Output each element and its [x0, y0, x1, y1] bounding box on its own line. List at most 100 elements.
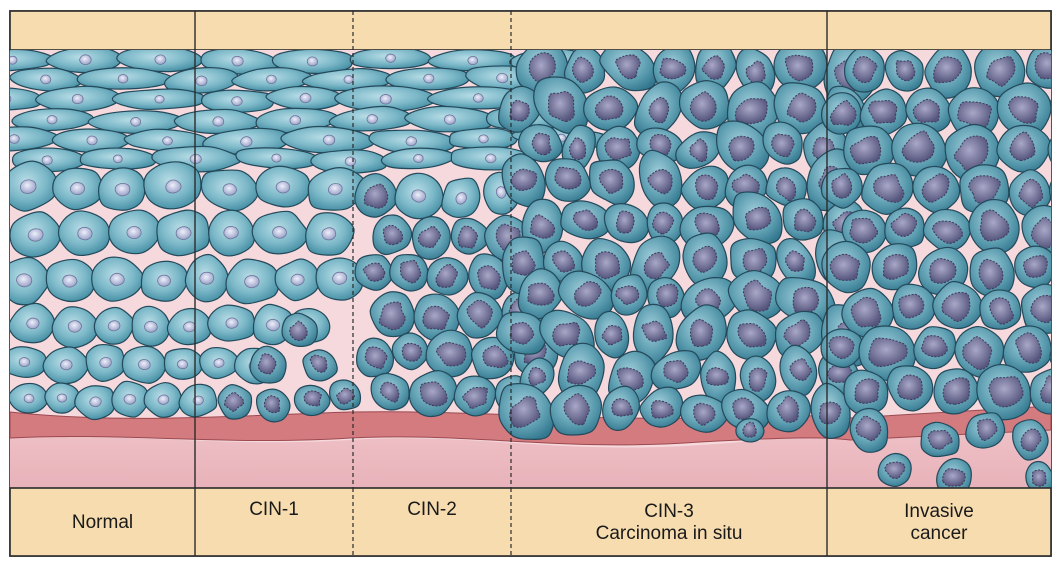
dysplastic-nucleus — [854, 378, 880, 404]
dysplastic-nucleus — [953, 135, 989, 172]
dysplastic-nucleus — [595, 95, 624, 121]
dysplastic-nucleus — [897, 374, 923, 401]
normal-nucleus — [130, 117, 142, 127]
dysplastic-nucleus — [737, 323, 767, 348]
dysplastic-nucleus — [748, 367, 768, 392]
dysplastic-nucleus — [731, 173, 760, 198]
dysplastic-nucleus — [695, 174, 719, 201]
dysplastic-nucleus — [830, 100, 857, 126]
normal-nucleus — [485, 153, 497, 164]
normal-nucleus — [289, 115, 302, 126]
normal-nucleus — [231, 96, 243, 107]
tissue-section — [10, 50, 1061, 488]
dysplastic-nucleus — [942, 377, 970, 405]
dysplastic-nucleus — [849, 217, 879, 244]
dysplastic-nucleus — [477, 265, 501, 291]
dysplastic-nucleus — [786, 92, 817, 123]
dysplastic-nucleus — [615, 285, 640, 305]
normal-nucleus — [40, 74, 52, 85]
normal-nucleus — [322, 134, 336, 146]
stroma — [10, 420, 1051, 488]
dysplastic-nucleus — [775, 176, 797, 202]
dysplastic-nucleus — [1040, 375, 1051, 404]
dysplastic-nucleus — [648, 96, 670, 124]
dysplastic-nucleus — [663, 360, 689, 384]
normal-nucleus — [443, 114, 456, 125]
dysplastic-nucleus — [380, 381, 400, 403]
dysplastic-nucleus — [509, 396, 541, 428]
dysplastic-nucleus — [531, 132, 552, 156]
dysplastic-nucleus — [641, 320, 668, 342]
normal-nucleus — [265, 318, 281, 332]
dysplastic-nucleus — [979, 209, 1010, 242]
normal-nucleus — [366, 114, 379, 124]
stage-label-normal: Normal — [10, 489, 195, 556]
normal-nucleus — [165, 179, 182, 194]
dysplastic-nucleus — [829, 253, 861, 281]
normal-nucleus — [117, 74, 129, 84]
dysplastic-nucleus — [417, 225, 441, 249]
dysplastic-nucleus — [647, 169, 673, 195]
dysplastic-nucleus — [792, 286, 820, 314]
normal-nucleus — [99, 357, 112, 369]
dysplastic-nucleus — [400, 259, 422, 284]
dysplastic-nucleus — [921, 173, 950, 203]
dysplastic-nucleus — [868, 337, 908, 368]
stage-label-cin3: CIN-3 Carcinoma in situ — [511, 489, 827, 556]
normal-nucleus — [112, 154, 123, 164]
normal-nucleus — [10, 134, 20, 144]
dysplastic-nucleus — [530, 214, 556, 239]
dysplastic-nucleus — [527, 282, 555, 306]
normal-nucleus — [192, 395, 204, 406]
dysplastic-nucleus — [1057, 339, 1061, 365]
dysplastic-nucleus — [615, 54, 641, 80]
normal-nucleus — [413, 154, 424, 163]
normal-nucleus — [423, 73, 435, 84]
dysplastic-nucleus — [884, 461, 906, 479]
dysplastic-nucleus — [898, 293, 925, 319]
dysplastic-nucleus — [1018, 178, 1044, 209]
normal-nucleus — [306, 56, 319, 67]
normal-nucleus — [23, 393, 35, 404]
normal-nucleus — [385, 53, 396, 63]
dysplastic-nucleus — [776, 395, 799, 423]
dysplastic-nucleus — [419, 381, 448, 407]
dysplastic-nucleus — [650, 400, 674, 419]
dysplastic-nucleus — [989, 297, 1014, 325]
dysplastic-nucleus — [1057, 138, 1061, 163]
normal-nucleus — [56, 393, 68, 403]
dysplastic-nucleus — [689, 91, 717, 122]
normal-nucleus — [126, 226, 142, 239]
dysplastic-nucleus — [771, 133, 795, 158]
dysplastic-nucleus — [831, 173, 853, 199]
dysplastic-cell — [1049, 181, 1051, 201]
dysplastic-nucleus — [873, 174, 905, 203]
normal-nucleus — [60, 359, 73, 371]
normal-nucleus — [16, 273, 33, 288]
dysplastic-nucleus — [912, 98, 940, 123]
dysplastic-nucleus — [732, 397, 755, 420]
normal-nucleus — [41, 155, 53, 166]
normal-nucleus — [321, 227, 337, 241]
normal-nucleus — [26, 317, 40, 330]
dysplastic-nucleus — [1015, 332, 1042, 364]
normal-nucleus — [455, 192, 467, 205]
normal-nucleus — [327, 183, 343, 196]
normal-nucleus — [79, 54, 92, 66]
dysplastic-nucleus — [794, 208, 817, 233]
dysplastic-nucleus — [569, 137, 587, 161]
dysplastic-nucleus — [852, 56, 878, 84]
dysplastic-nucleus — [362, 262, 386, 282]
normal-nucleus — [344, 156, 357, 167]
dysplastic-nucleus — [932, 220, 964, 245]
dysplastic-nucleus — [882, 254, 909, 280]
dysplastic-nucleus — [745, 206, 772, 231]
dysplastic-nucleus — [745, 60, 766, 86]
normal-nucleus — [77, 226, 93, 241]
normal-nucleus — [157, 394, 170, 405]
dysplastic-nucleus — [548, 91, 575, 122]
normal-nucleus — [199, 271, 215, 285]
dysplastic-nucleus — [566, 360, 597, 385]
dysplastic-nucleus — [828, 336, 855, 360]
header-band — [9, 10, 1052, 51]
